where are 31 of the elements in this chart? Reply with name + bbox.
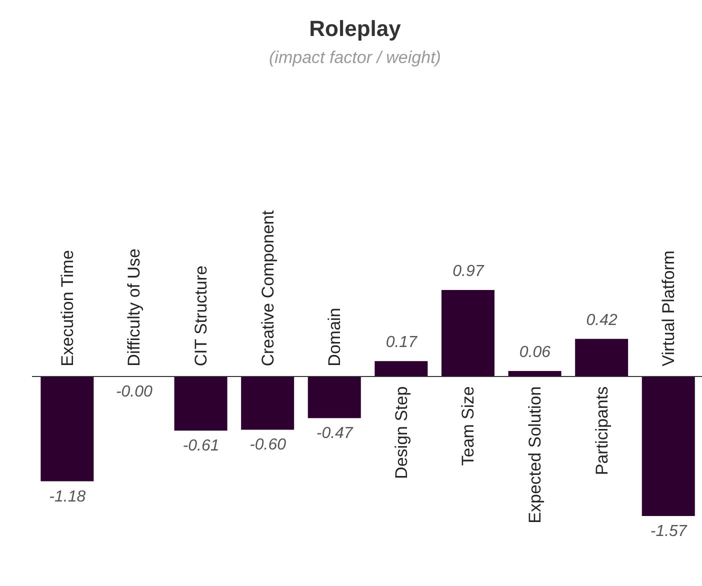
data-label: -0.00	[116, 383, 153, 400]
data-label: -0.61	[182, 438, 220, 455]
x-tick-label: Design Step	[392, 386, 411, 479]
bar	[241, 376, 294, 430]
x-tick-label: Domain	[325, 308, 344, 366]
data-label: 0.06	[519, 344, 551, 361]
data-label: 0.17	[386, 334, 418, 352]
bar	[642, 376, 695, 516]
data-label: -0.47	[316, 425, 354, 442]
data-label: 0.42	[586, 312, 618, 329]
x-tick-label: Virtual Platform	[659, 250, 678, 366]
bar	[40, 376, 94, 482]
bar	[575, 338, 628, 376]
bar	[374, 361, 428, 376]
data-label: 0.97	[452, 263, 485, 280]
x-tick-label: CIT Structure	[192, 266, 210, 366]
x-tick-label: Participants	[592, 386, 612, 476]
bar	[308, 376, 361, 418]
x-tick-label: Expected Solution	[526, 386, 544, 524]
bar	[174, 376, 228, 431]
bar	[508, 370, 562, 376]
x-tick-label: Execution Time	[58, 250, 77, 366]
bar	[441, 290, 494, 376]
x-tick-label: Creative Component	[258, 210, 278, 366]
x-tick-label: Team Size	[458, 386, 478, 466]
data-label: -1.57	[650, 523, 688, 540]
x-tick-label: Difficulty of Use	[124, 248, 144, 366]
chart-subtitle: (impact factor / weight)	[268, 48, 442, 68]
data-label: -1.18	[49, 488, 86, 506]
chart-title: Roleplay	[308, 16, 402, 42]
data-label: -0.60	[250, 436, 286, 454]
